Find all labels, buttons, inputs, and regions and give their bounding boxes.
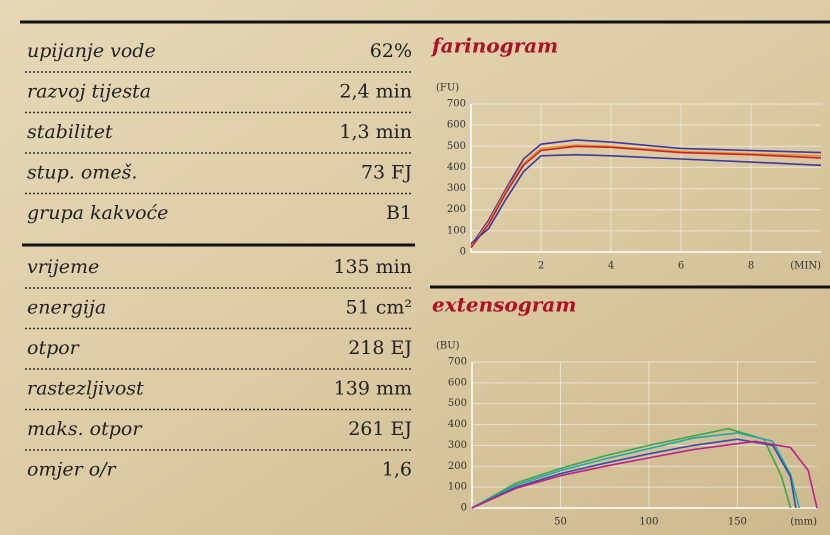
x-tick-label: 150	[728, 517, 747, 528]
y-tick-label: 500	[447, 141, 466, 152]
x-tick-label: 2	[538, 261, 544, 272]
row-label: stabilitet	[27, 121, 113, 143]
row-value: B1	[386, 202, 412, 224]
x-tick-label: 100	[639, 517, 658, 528]
y-tick-label: 300	[448, 440, 467, 451]
row-value: 2,4 min	[339, 81, 412, 103]
y-tick-label: 0	[460, 247, 466, 258]
row-value: 139 mm	[334, 378, 412, 400]
row-value: 135 min	[333, 256, 412, 278]
y-tick-label: 100	[447, 225, 466, 236]
row-label: vrijeme	[27, 256, 99, 278]
x-axis-label: (MIN)	[790, 261, 821, 272]
y-tick-label: 700	[447, 99, 466, 110]
chart-title: farinogram	[430, 34, 558, 58]
y-axis-label: (BU)	[436, 341, 460, 352]
row-value: 261 EJ	[348, 418, 412, 440]
row-label: grupa kakvoće	[27, 202, 168, 224]
y-axis-label: (FU)	[436, 83, 459, 94]
row-label: maks. otpor	[27, 418, 143, 440]
x-tick-label: 4	[608, 261, 614, 272]
y-tick-label: 500	[448, 398, 467, 409]
y-tick-label: 200	[447, 204, 466, 215]
y-tick-label: 400	[447, 162, 466, 173]
row-label: upijanje vode	[27, 40, 156, 62]
x-tick-label: 6	[678, 261, 684, 272]
row-label: stup. omeš.	[27, 162, 137, 184]
y-tick-label: 700	[448, 357, 467, 368]
row-value: 218 EJ	[348, 337, 412, 359]
row-label: omjer o/r	[27, 459, 118, 481]
line-series	[470, 153, 822, 245]
line-series	[470, 144, 822, 248]
row-label: energija	[27, 297, 106, 319]
x-axis-label: (mm)	[790, 517, 817, 528]
line-series	[470, 145, 822, 249]
line-series	[471, 432, 801, 509]
x-tick-label: 8	[748, 261, 754, 272]
row-value: 62%	[370, 40, 412, 62]
line-series	[470, 139, 822, 247]
row-value: 1,3 min	[339, 121, 412, 143]
chart-title: extensogram	[432, 293, 576, 317]
x-tick-label: 50	[554, 517, 567, 528]
y-tick-label: 600	[447, 120, 466, 131]
row-value: 51 cm²	[346, 297, 413, 319]
row-label: otpor	[27, 337, 81, 359]
y-tick-label: 400	[448, 419, 467, 430]
row-label: rastezljivost	[27, 378, 144, 400]
line-series	[471, 440, 818, 509]
y-tick-label: 100	[448, 482, 467, 493]
line-series	[471, 427, 792, 509]
row-label: razvoj tijesta	[27, 81, 151, 103]
line-series	[471, 438, 797, 509]
row-value: 1,6	[382, 459, 412, 481]
y-tick-label: 300	[447, 183, 466, 194]
y-tick-label: 200	[448, 461, 467, 472]
y-tick-label: 0	[461, 503, 467, 514]
row-value: 73 FJ	[361, 162, 412, 184]
y-tick-label: 600	[448, 377, 467, 388]
